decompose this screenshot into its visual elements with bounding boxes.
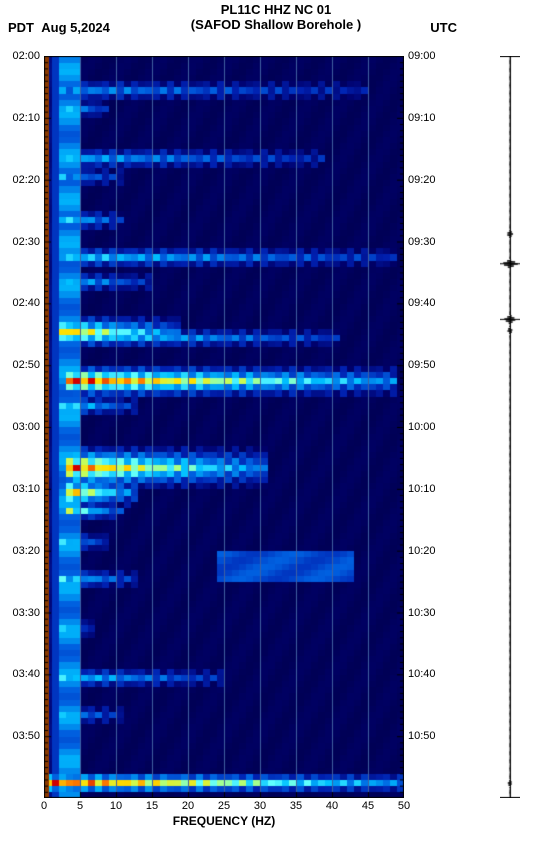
x-tick: 5 (77, 800, 83, 812)
y-tick-right: 10:40 (408, 668, 436, 680)
y-axis-right: 09:0009:1009:2009:3009:4009:5010:0010:10… (404, 56, 448, 798)
y-tick-left: 02:50 (12, 359, 40, 371)
timezone-right-label: UTC (430, 20, 457, 35)
x-axis-label: FREQUENCY (HZ) (44, 814, 404, 828)
y-tick-right: 10:50 (408, 730, 436, 742)
y-tick-right: 09:20 (408, 174, 436, 186)
station-location: (SAFOD Shallow Borehole ) (0, 17, 552, 32)
y-tick-left: 03:00 (12, 421, 40, 433)
x-tick: 0 (41, 800, 47, 812)
y-tick-right: 09:10 (408, 112, 436, 124)
y-tick-right: 10:10 (408, 483, 436, 495)
y-tick-right: 09:00 (408, 50, 436, 62)
x-tick: 25 (218, 800, 230, 812)
x-tick: 30 (254, 800, 266, 812)
spectrogram-canvas (44, 56, 404, 798)
y-tick-right: 10:30 (408, 607, 436, 619)
x-tick: 10 (110, 800, 122, 812)
y-tick-left: 02:10 (12, 112, 40, 124)
y-axis-left: 02:0002:1002:2002:3002:4002:5003:0003:10… (0, 56, 44, 798)
x-tick: 20 (182, 800, 194, 812)
y-tick-right: 10:00 (408, 421, 436, 433)
y-tick-left: 03:10 (12, 483, 40, 495)
y-tick-left: 02:20 (12, 174, 40, 186)
y-tick-right: 10:20 (408, 545, 436, 557)
spectrogram-plot (44, 56, 404, 798)
y-tick-left: 02:40 (12, 297, 40, 309)
x-tick: 35 (290, 800, 302, 812)
y-tick-left: 03:50 (12, 730, 40, 742)
x-tick: 50 (398, 800, 410, 812)
station-code: PL11C HHZ NC 01 (0, 2, 552, 17)
y-tick-left: 03:40 (12, 668, 40, 680)
x-tick: 40 (326, 800, 338, 812)
y-tick-left: 02:30 (12, 236, 40, 248)
y-tick-left: 03:30 (12, 607, 40, 619)
y-tick-right: 09:50 (408, 359, 436, 371)
y-tick-left: 03:20 (12, 545, 40, 557)
plot-title: PL11C HHZ NC 01 (SAFOD Shallow Borehole … (0, 2, 552, 32)
x-tick: 15 (146, 800, 158, 812)
amplitude-canvas (500, 56, 520, 798)
x-tick: 45 (362, 800, 374, 812)
amplitude-trace (500, 56, 520, 798)
y-tick-right: 09:40 (408, 297, 436, 309)
y-tick-left: 02:00 (12, 50, 40, 62)
y-tick-right: 09:30 (408, 236, 436, 248)
